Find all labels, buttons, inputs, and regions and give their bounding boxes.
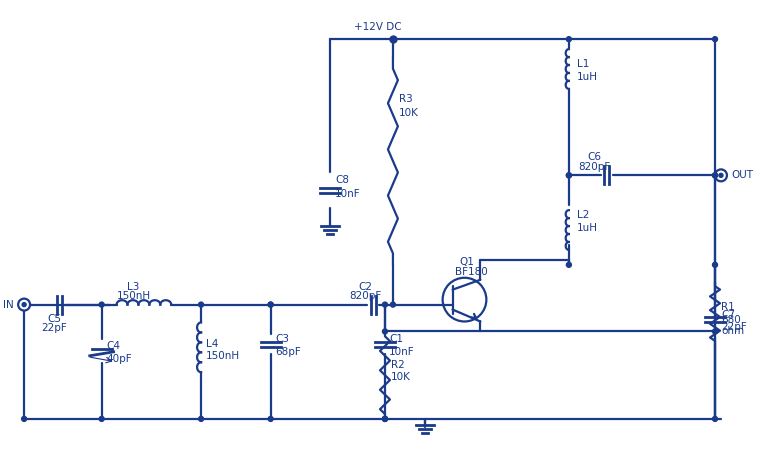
- Text: R3: R3: [399, 94, 412, 104]
- Text: R2: R2: [391, 360, 405, 370]
- Text: 150nH: 150nH: [116, 291, 151, 300]
- Circle shape: [712, 173, 718, 178]
- Circle shape: [99, 302, 104, 307]
- Text: Q1: Q1: [460, 257, 474, 267]
- Text: C6: C6: [587, 153, 602, 162]
- Circle shape: [712, 173, 718, 178]
- Text: C7: C7: [721, 309, 735, 319]
- Circle shape: [268, 302, 273, 307]
- Text: 820pF: 820pF: [349, 291, 381, 300]
- Text: 10nF: 10nF: [389, 347, 415, 357]
- Text: 1uH: 1uH: [577, 223, 598, 233]
- Text: C2: C2: [358, 282, 372, 292]
- Text: C3: C3: [275, 334, 290, 344]
- Circle shape: [199, 302, 203, 307]
- Text: 820pF: 820pF: [578, 162, 611, 172]
- Text: C8: C8: [336, 175, 349, 185]
- Circle shape: [390, 37, 396, 41]
- Circle shape: [390, 37, 396, 41]
- Circle shape: [199, 416, 203, 422]
- Text: 10K: 10K: [399, 108, 419, 118]
- Circle shape: [99, 416, 104, 422]
- Circle shape: [383, 416, 387, 422]
- Circle shape: [712, 416, 718, 422]
- Circle shape: [712, 329, 718, 334]
- Text: R1: R1: [721, 301, 734, 312]
- Text: 680: 680: [721, 315, 740, 325]
- Text: BF180: BF180: [454, 267, 487, 277]
- Text: ohm: ohm: [721, 326, 744, 336]
- Text: 22pF: 22pF: [41, 324, 67, 333]
- Text: L1: L1: [577, 59, 589, 69]
- Text: 10K: 10K: [391, 372, 411, 382]
- Circle shape: [383, 416, 387, 422]
- Text: L2: L2: [577, 210, 589, 220]
- Circle shape: [383, 416, 387, 422]
- Text: OUT: OUT: [731, 171, 753, 180]
- Text: 40pF: 40pF: [107, 354, 132, 364]
- Circle shape: [566, 173, 572, 178]
- Circle shape: [383, 329, 387, 334]
- Circle shape: [21, 416, 27, 422]
- Text: 22pF: 22pF: [721, 323, 747, 333]
- Circle shape: [566, 37, 572, 41]
- Circle shape: [566, 262, 572, 268]
- Circle shape: [268, 302, 273, 307]
- Text: L4: L4: [206, 339, 218, 349]
- Text: L3: L3: [126, 282, 139, 292]
- Circle shape: [566, 173, 572, 178]
- Circle shape: [712, 37, 718, 41]
- Text: C1: C1: [389, 334, 403, 344]
- Text: C5: C5: [47, 314, 61, 324]
- Circle shape: [268, 416, 273, 422]
- Text: C4: C4: [107, 341, 121, 351]
- Text: +12V DC: +12V DC: [354, 22, 402, 32]
- Circle shape: [712, 262, 718, 268]
- Text: 10nF: 10nF: [336, 189, 361, 199]
- Circle shape: [390, 302, 396, 307]
- Text: 1uH: 1uH: [577, 72, 598, 82]
- Text: 150nH: 150nH: [206, 351, 240, 361]
- Circle shape: [383, 302, 387, 307]
- Circle shape: [719, 173, 723, 178]
- Text: IN: IN: [3, 300, 14, 309]
- Circle shape: [22, 302, 26, 307]
- Text: 68pF: 68pF: [275, 347, 301, 357]
